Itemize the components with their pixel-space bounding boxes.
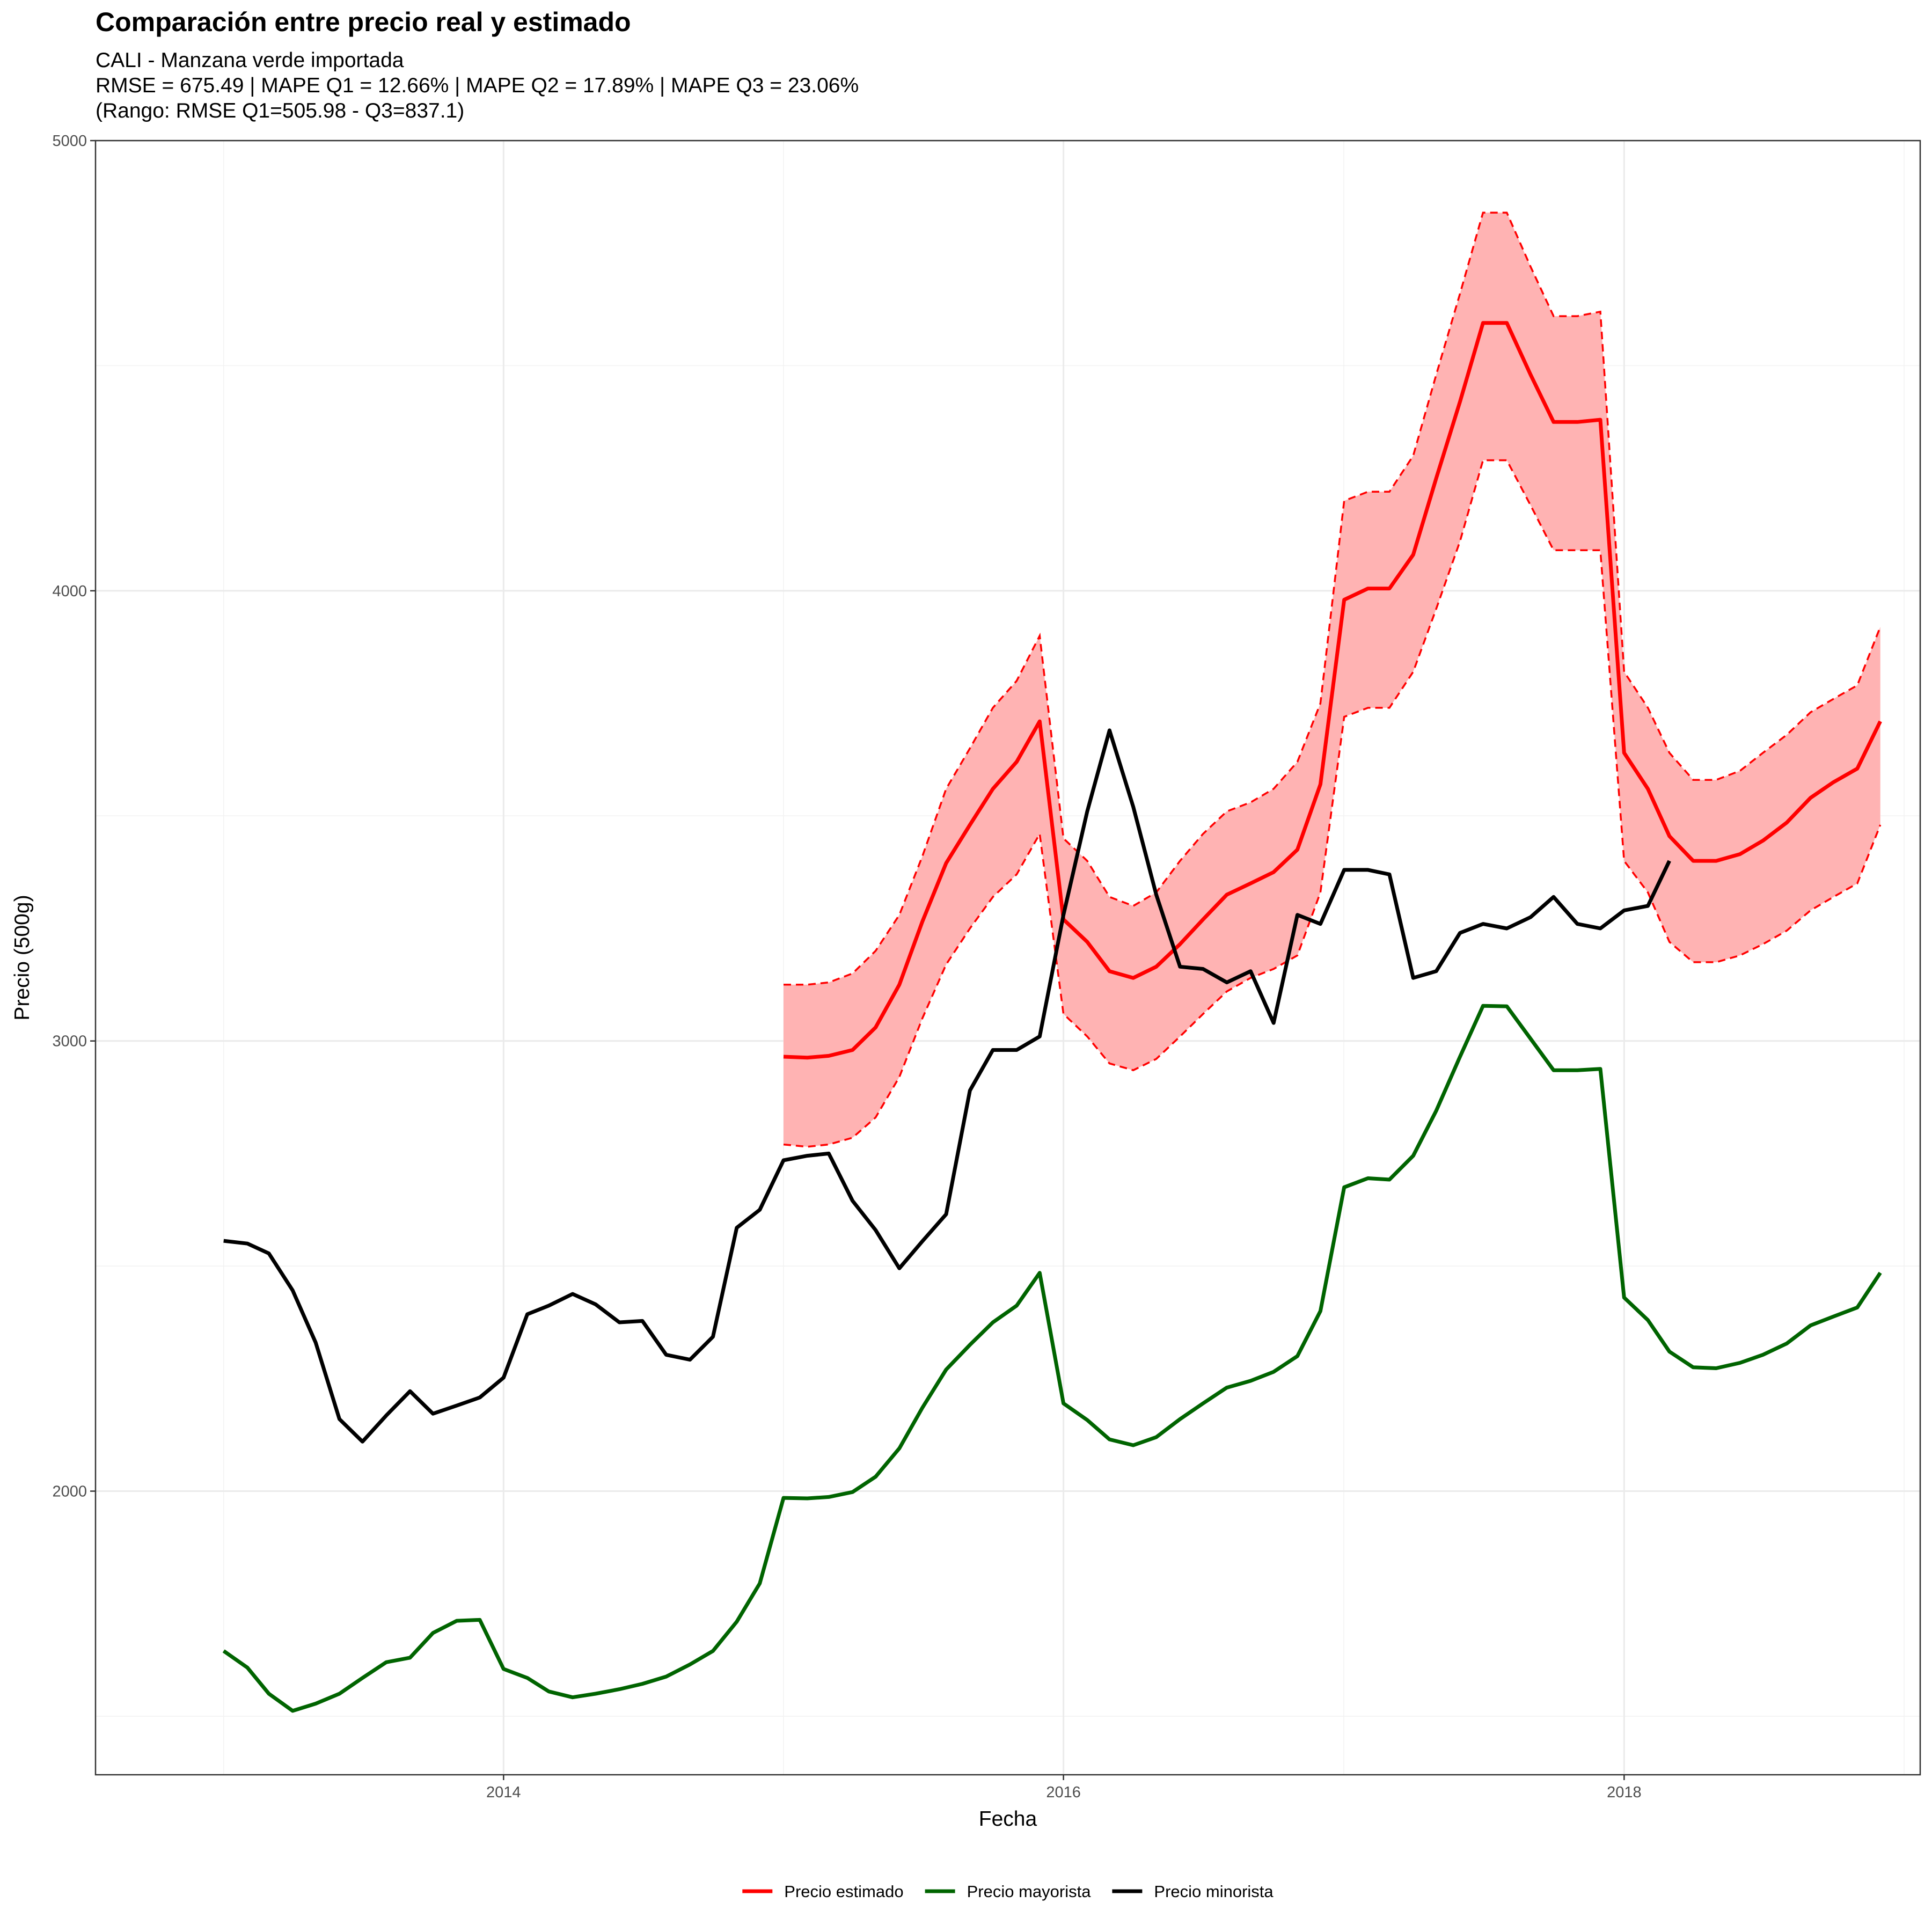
series-line-precio-estimado <box>783 321 1882 1060</box>
x-tick-label: 2016 <box>1046 1784 1081 1801</box>
legend-item: Precio minorista <box>1112 1882 1274 1901</box>
x-axis-title: Fecha <box>979 1807 1037 1831</box>
legend-label: Precio estimado <box>784 1882 903 1901</box>
legend-label: Precio minorista <box>1154 1882 1274 1901</box>
band-lower-line <box>783 459 1882 1148</box>
plot-grid <box>96 140 1920 1775</box>
chart-subtitle-line-3: (Rango: RMSE Q1=505.98 - Q3=837.1) <box>96 99 464 122</box>
series-line-precio-minorista <box>223 728 1671 1444</box>
plot-panel-border <box>94 140 1921 1776</box>
y-tick-label: 4000 <box>52 583 87 600</box>
x-tick-label: 2018 <box>1607 1784 1642 1801</box>
legend-label: Precio mayorista <box>967 1882 1092 1901</box>
band-area <box>784 213 1880 1147</box>
legend-item: Precio mayorista <box>925 1882 1092 1901</box>
chart-title: Comparación entre precio real y estimado <box>96 7 631 37</box>
y-tick-label: 2000 <box>52 1483 87 1501</box>
legend-item: Precio estimado <box>742 1882 904 1901</box>
y-tick-label: 5000 <box>52 133 87 150</box>
band-upper-line <box>784 211 1882 986</box>
x-tick-label: 2014 <box>486 1784 521 1801</box>
y-tick-label: 3000 <box>52 1033 87 1050</box>
legend: Precio estimado Precio mayorista Precio mi… <box>742 1882 1274 1901</box>
estimate-band <box>783 211 1882 1148</box>
series-lines <box>222 321 1882 1713</box>
chart-subtitle-line-2: RMSE = 675.49 | MAPE Q1 = 12.66% | MAPE … <box>96 74 859 97</box>
series-line-precio-mayorista <box>222 1004 1882 1713</box>
chart-subtitle-line-1: CALI - Manzana verde importada <box>96 49 404 72</box>
y-axis-title: Precio (500g) <box>11 895 34 1020</box>
axes: 2000 3000 4000 5000 2014 2016 2018 <box>52 133 1641 1801</box>
